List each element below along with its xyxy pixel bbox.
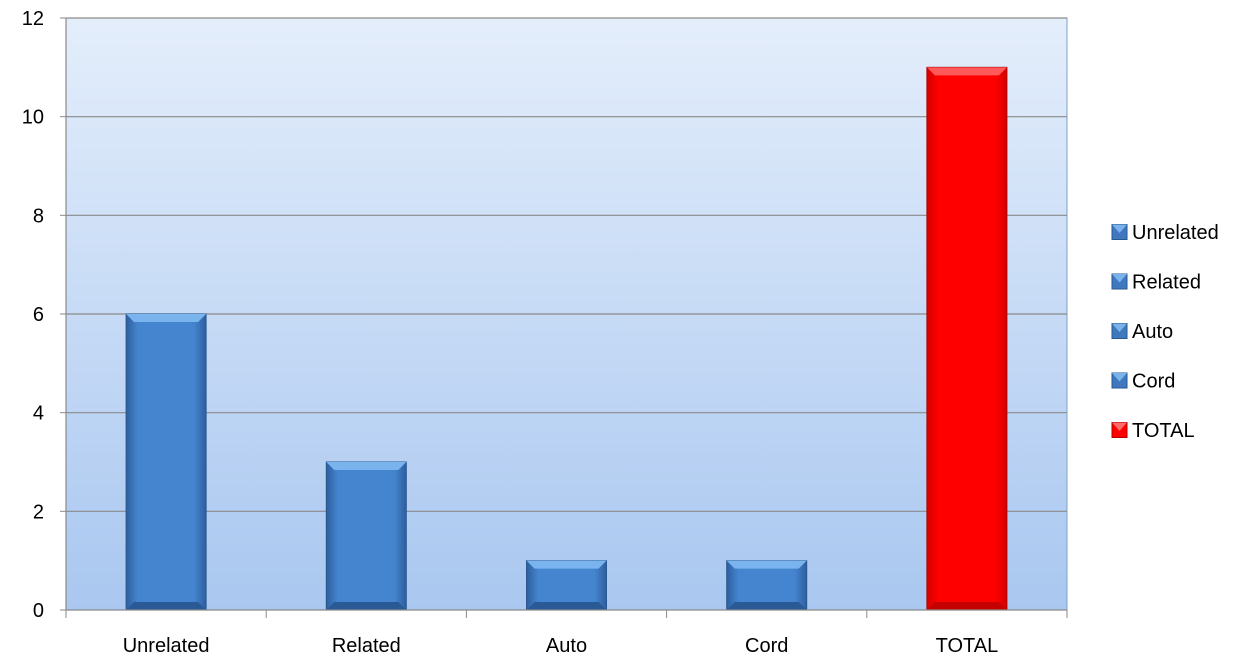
legend-swatch-bevel xyxy=(1112,373,1127,382)
legend-label: Unrelated xyxy=(1132,222,1219,244)
y-tick-label: 6 xyxy=(33,304,44,326)
x-tick-label: Cord xyxy=(745,635,788,656)
bar-top-bevel xyxy=(326,462,407,470)
gridlines xyxy=(66,17,1067,512)
bar xyxy=(125,313,207,611)
y-tick-label: 12 xyxy=(22,8,44,30)
legend-swatch-bevel xyxy=(1112,422,1127,431)
bar-related xyxy=(325,461,407,611)
bar-top-bevel xyxy=(126,314,207,322)
y-tick-label: 4 xyxy=(33,403,44,425)
bar-top-bevel xyxy=(926,67,1007,76)
bar-top-bevel xyxy=(726,560,807,569)
y-tick-label: 0 xyxy=(33,600,44,622)
bar-bottom-bevel xyxy=(926,602,1007,610)
bar-top-bevel xyxy=(526,560,607,569)
legend-item-cord: Cord xyxy=(1111,371,1175,393)
bar xyxy=(926,66,1008,611)
legend-item-total: TOTAL xyxy=(1111,420,1195,442)
y-tick-label: 2 xyxy=(33,501,44,523)
bars xyxy=(125,66,1008,611)
legend-item-unrelated: Unrelated xyxy=(1111,222,1219,244)
bar-total xyxy=(926,66,1008,611)
x-tick-label: Related xyxy=(332,635,401,656)
y-tick-label: 8 xyxy=(33,205,44,227)
legend-item-auto: Auto xyxy=(1111,321,1173,343)
bar xyxy=(325,461,407,611)
legend-item-related: Related xyxy=(1111,272,1201,294)
bar-bottom-bevel xyxy=(126,602,207,610)
legend-label: Auto xyxy=(1132,321,1173,343)
bar-bottom-bevel xyxy=(326,602,407,610)
legend-label: TOTAL xyxy=(1132,420,1195,442)
legend: Unrelated Related Auto Cord TOTAL xyxy=(1111,222,1219,442)
bar xyxy=(726,560,808,611)
bar-unrelated xyxy=(125,313,207,611)
bar-auto xyxy=(526,560,607,611)
legend-swatch-bevel xyxy=(1112,274,1127,283)
axes: 0 2 4 6 8 10 12 Unrelated Related Auto Cord TOTAL xyxy=(22,8,1068,656)
bar-bottom-bevel xyxy=(726,602,807,610)
legend-swatch-bevel xyxy=(1112,323,1127,332)
legend-label: Related xyxy=(1132,272,1201,294)
x-tick-label: Unrelated xyxy=(123,635,210,656)
x-tick-label: TOTAL xyxy=(936,635,999,656)
bar xyxy=(526,560,607,611)
y-tick-label: 10 xyxy=(22,107,44,129)
legend-label: Cord xyxy=(1132,371,1175,393)
bar-cord xyxy=(726,560,808,611)
legend-swatch-bevel xyxy=(1112,224,1127,233)
x-tick-label: Auto xyxy=(546,635,587,656)
bar-bottom-bevel xyxy=(526,602,607,610)
